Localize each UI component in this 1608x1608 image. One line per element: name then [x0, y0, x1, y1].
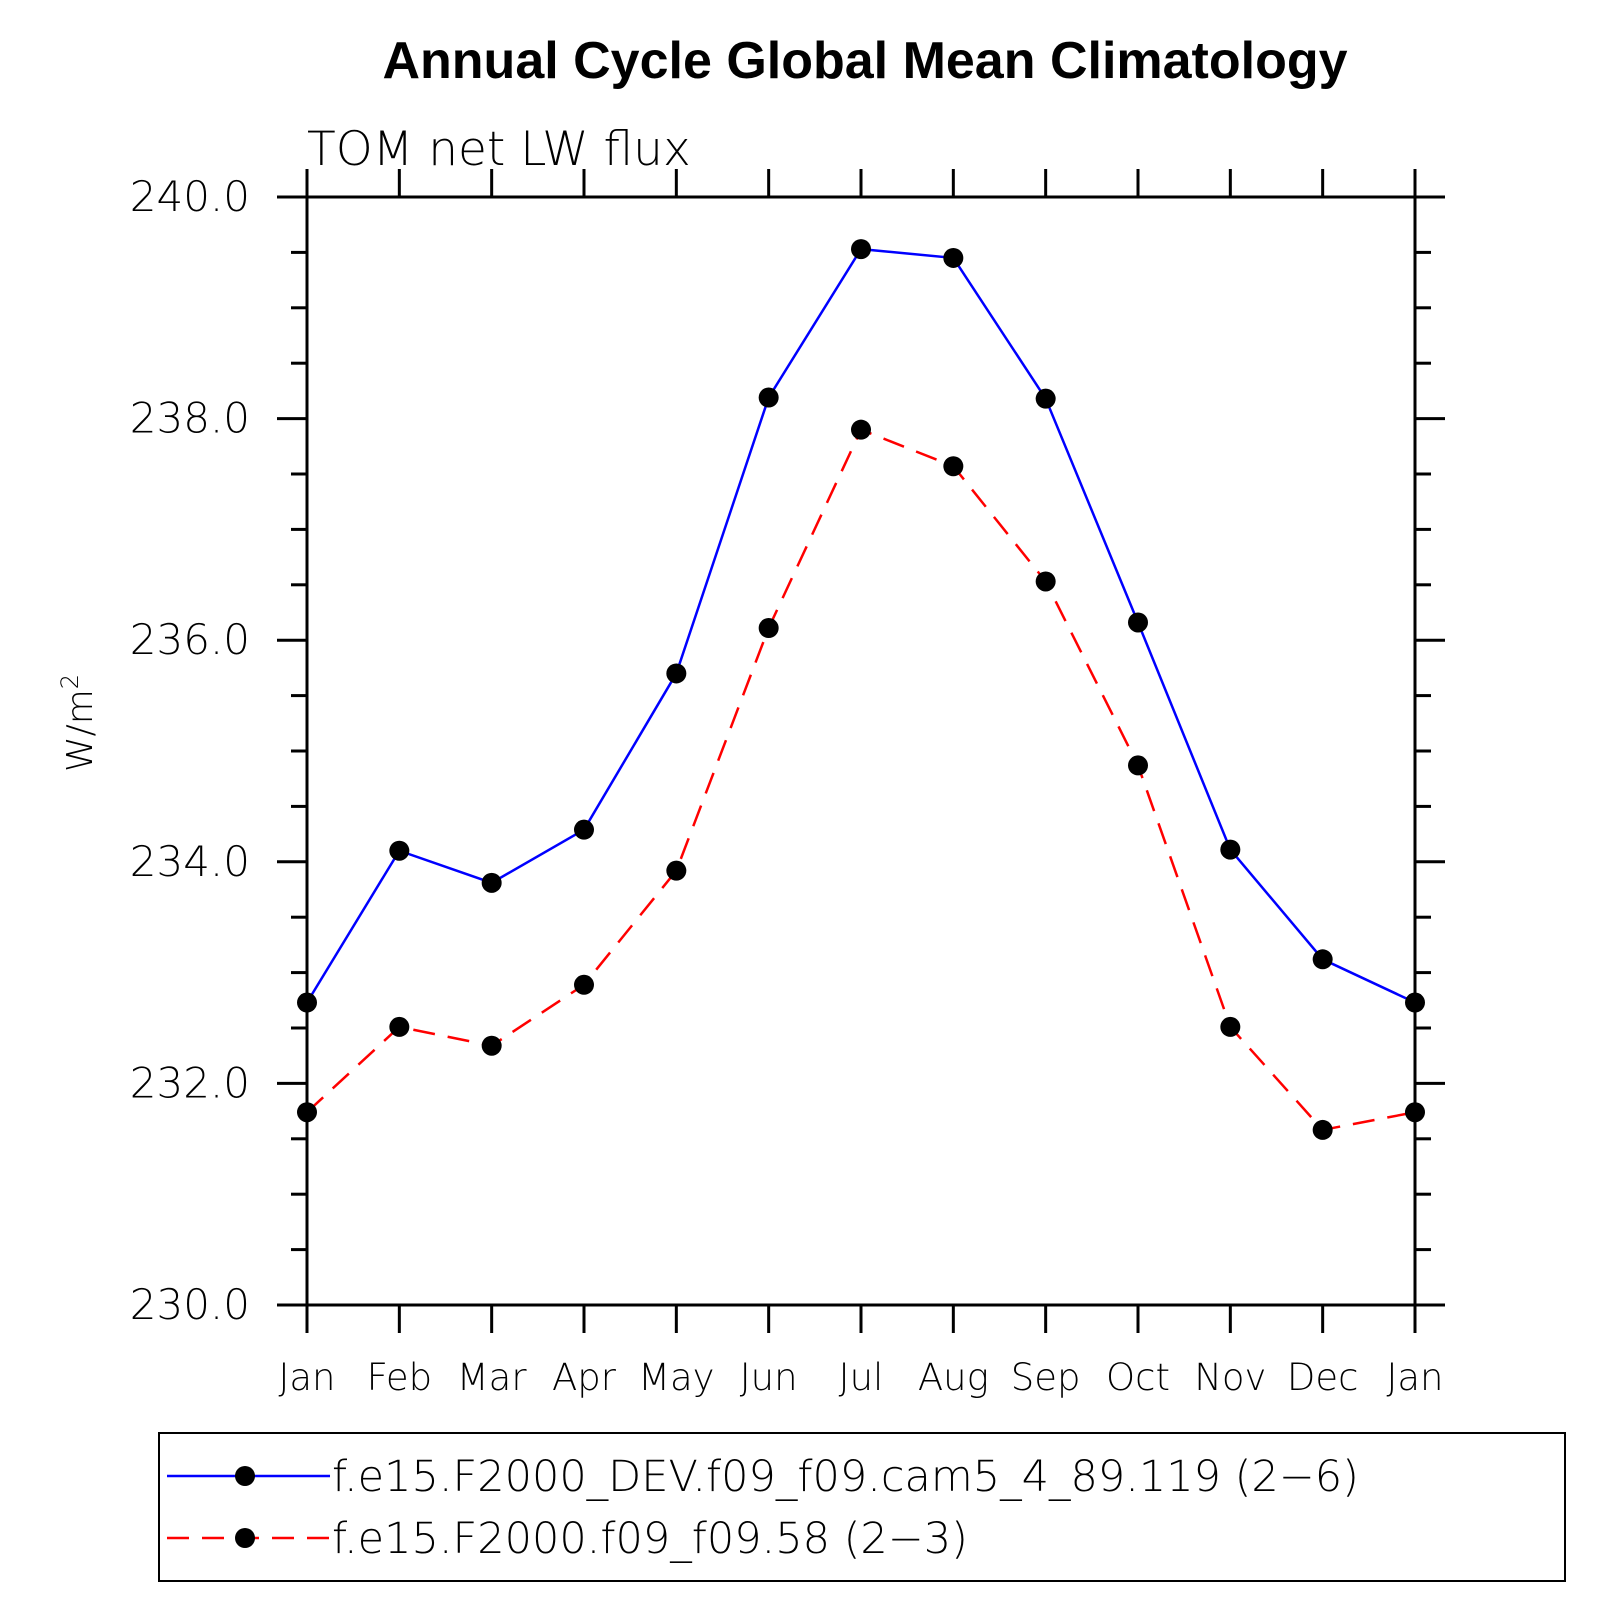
x-tick-label: Nov — [1194, 1356, 1266, 1399]
x-tick-label: May — [638, 1356, 715, 1399]
x-tick-label: Jul — [839, 1356, 884, 1399]
y-tick-label: 238.0 — [130, 394, 250, 443]
legend-box — [158, 1432, 1566, 1582]
x-tick-label: Mar — [457, 1356, 528, 1399]
data-point — [1405, 1102, 1425, 1123]
legend-marker — [235, 1528, 255, 1548]
y-tick-label: 232.0 — [130, 1058, 250, 1107]
data-point — [1405, 992, 1425, 1013]
series-group — [297, 239, 1425, 1140]
data-point — [758, 618, 779, 639]
x-tick-label: Jan — [1386, 1356, 1443, 1399]
x-tick-label: Oct — [1106, 1356, 1170, 1399]
x-tick-label: Jun — [740, 1356, 798, 1399]
data-point — [389, 1016, 410, 1037]
data-point — [758, 387, 779, 408]
legend-label-1: f.e15.F2000_DEV.f09_f09.cam5_4_89.119 (2… — [332, 1452, 1359, 1502]
data-point — [574, 819, 594, 840]
y-tick-label: 230.0 — [130, 1280, 250, 1329]
data-point — [297, 992, 317, 1013]
x-tick-label: Sep — [1011, 1356, 1081, 1399]
data-point — [1312, 1119, 1333, 1140]
data-point — [1035, 571, 1056, 592]
legend-label-2: f.e15.F2000.f09_f09.58 (2−3) — [332, 1514, 968, 1564]
y-axis-label: W/m2 — [56, 674, 101, 772]
data-point — [574, 974, 594, 995]
x-tick-label: Jan — [278, 1356, 335, 1399]
x-tick-label: Feb — [367, 1356, 433, 1399]
data-point — [1220, 1016, 1241, 1037]
data-point — [666, 860, 687, 881]
data-point — [389, 840, 410, 861]
data-point — [851, 419, 871, 440]
data-point — [666, 663, 687, 684]
data-point — [943, 456, 964, 477]
x-tick-labels: Jan Feb Mar Apr May Jun Jul Aug Sep Oct Nov Dec Jan — [278, 1356, 1443, 1399]
data-point — [1128, 755, 1148, 776]
data-point — [943, 247, 964, 268]
data-point — [1312, 949, 1333, 970]
chart-subtitle: TOM net LW flux — [307, 122, 691, 177]
data-point — [481, 872, 502, 893]
legend-marker — [235, 1466, 255, 1486]
data-point — [481, 1035, 502, 1056]
data-point — [297, 1102, 317, 1123]
legend: f.e15.F2000_DEV.f09_f09.cam5_4_89.119 (2… — [167, 1452, 1359, 1564]
plot-frame — [305, 195, 1417, 1307]
y-tick-label: 240.0 — [130, 172, 250, 221]
y-tick-label: 236.0 — [130, 615, 250, 664]
data-point — [1035, 388, 1056, 409]
x-tick-label: Dec — [1287, 1356, 1359, 1399]
x-tick-label: Apr — [552, 1356, 617, 1399]
data-point — [851, 239, 871, 260]
axis-ticks — [277, 169, 1445, 1333]
y-tick-label: 234.0 — [130, 837, 250, 886]
chart-title: Annual Cycle Global Mean Climatology — [382, 32, 1347, 90]
data-point — [1128, 612, 1148, 633]
series-line-1 — [305, 247, 1416, 1004]
y-tick-labels: 230.0 232.0 234.0 236.0 238.0 240.0 — [130, 172, 250, 1329]
series-line-2 — [306, 428, 1416, 1132]
data-point — [1220, 839, 1241, 860]
x-tick-label: Aug — [918, 1356, 989, 1399]
